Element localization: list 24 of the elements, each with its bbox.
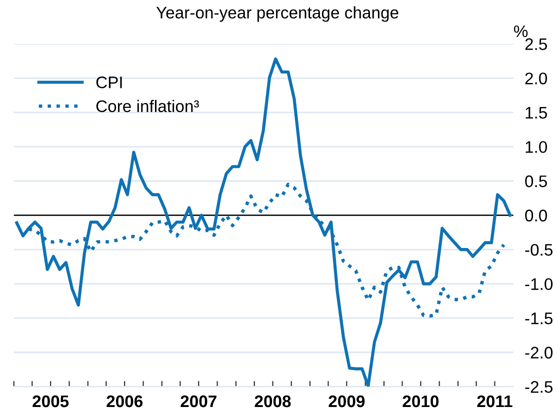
x-tick-label: 2005 bbox=[32, 395, 69, 408]
y-tick-label: 0.5 bbox=[525, 175, 547, 188]
y-tick-label: 1.5 bbox=[526, 107, 547, 119]
y-tick-label: -2.5 bbox=[525, 381, 553, 393]
y-tick-label: -2.0 bbox=[525, 346, 553, 359]
legend-label: Core inflation³ bbox=[96, 100, 199, 112]
y-tick-label: -1.5 bbox=[525, 312, 553, 324]
x-tick-label: 2010 bbox=[402, 395, 439, 408]
y-tick-label: 2.5 bbox=[525, 38, 547, 50]
line-series bbox=[27, 182, 506, 318]
legend-label: CPI bbox=[96, 76, 122, 88]
y-tick-label: -0.5 bbox=[525, 244, 553, 256]
y-tick-label: 2.0 bbox=[525, 72, 548, 84]
y-tick-label: 1.0 bbox=[526, 141, 548, 153]
line-series bbox=[15, 57, 512, 387]
x-tick-label: 2011 bbox=[477, 395, 512, 408]
x-tick-label: 2007 bbox=[180, 395, 216, 408]
y-tick-label: -1.0 bbox=[525, 278, 553, 290]
x-tick-label: 2009 bbox=[328, 395, 365, 408]
y-tick-label: 0.0 bbox=[525, 210, 548, 222]
x-tick-label: 2008 bbox=[254, 395, 291, 408]
chart-title: Year-on-year percentage change bbox=[156, 6, 398, 22]
y-axis-title: % bbox=[514, 25, 528, 38]
x-tick-label: 2006 bbox=[106, 395, 143, 408]
